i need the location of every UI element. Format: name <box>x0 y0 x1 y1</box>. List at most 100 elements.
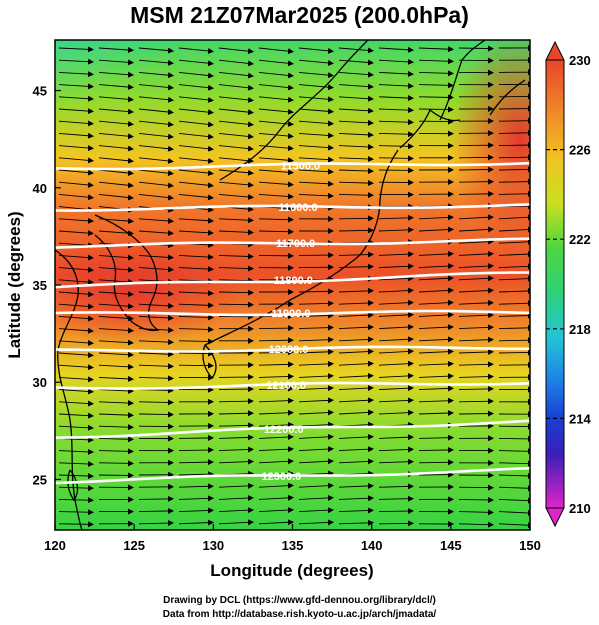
wind-vector <box>338 348 374 355</box>
wind-vector <box>58 424 94 431</box>
wind-vector <box>58 497 94 504</box>
wind-vector <box>258 325 294 332</box>
wind-vector <box>458 348 494 355</box>
wind-vector <box>178 84 214 91</box>
wind-vector <box>58 157 94 164</box>
wind-vector <box>98 120 134 127</box>
wind-vector <box>338 385 374 392</box>
wind-vector <box>58 460 94 467</box>
wind-vector <box>458 238 494 245</box>
wind-vector <box>298 385 334 392</box>
wind-vector <box>58 509 94 516</box>
wind-vector <box>98 412 134 419</box>
wind-vector <box>58 521 94 528</box>
wind-vector <box>298 324 334 331</box>
wind-vector <box>418 434 454 441</box>
wind-vector <box>58 254 94 261</box>
wind-vector <box>338 482 374 489</box>
wind-vector <box>298 168 334 175</box>
wind-vector <box>298 288 334 295</box>
wind-vector <box>418 226 454 233</box>
contour-label: 11600.0 <box>278 202 317 214</box>
wind-vector <box>138 290 174 297</box>
wind-vector <box>378 214 414 221</box>
wind-vector <box>58 412 94 419</box>
contour-label: 11500.0 <box>281 160 320 172</box>
wind-vector <box>338 446 374 453</box>
wind-vector <box>258 169 294 176</box>
wind-vector <box>418 82 454 89</box>
wind-vector <box>58 230 94 237</box>
colorbar: 230 226 222 218 214 210 <box>545 40 591 528</box>
wind-vector <box>98 47 134 54</box>
wind-vector <box>458 484 494 491</box>
y-tick-label: 40 <box>33 181 47 196</box>
wind-vector <box>58 327 94 334</box>
wind-vector <box>98 108 134 115</box>
colorbar-tick-label: 222 <box>569 232 591 247</box>
y-axis-label: Latitude (degrees) <box>5 211 24 358</box>
colorbar-tick-label: 230 <box>569 53 591 68</box>
wind-vector <box>98 71 134 78</box>
wind-vector <box>298 108 334 115</box>
wind-vector <box>98 132 134 140</box>
wind-vector <box>178 193 214 201</box>
wind-vector <box>258 84 294 91</box>
wind-vector <box>498 287 530 294</box>
wind-vector <box>178 253 214 260</box>
wind-vector <box>378 348 414 355</box>
x-tick-label: 130 <box>202 538 224 553</box>
wind-vector <box>178 495 214 502</box>
wind-vector <box>378 107 414 114</box>
wind-vector <box>378 458 414 465</box>
wind-vector <box>138 181 174 189</box>
wind-vector <box>378 287 414 294</box>
contour-label: 12300.0 <box>262 471 302 483</box>
wind-vector <box>378 82 414 89</box>
wind-vector <box>498 349 530 356</box>
wind-vector <box>258 482 294 489</box>
wind-vector <box>58 364 94 371</box>
colorbar-max-triangle <box>545 40 565 61</box>
wind-vector <box>178 157 214 164</box>
wind-vector <box>218 277 254 284</box>
wind-vector <box>418 46 454 53</box>
wind-vector <box>98 157 134 164</box>
x-axis-label: Longitude (degrees) <box>210 561 373 580</box>
wind-vector <box>138 47 174 54</box>
wind-vector <box>418 459 454 466</box>
wind-vector <box>418 106 454 113</box>
wind-vector <box>98 460 134 467</box>
wind-vector <box>378 70 414 77</box>
wind-vector <box>178 145 214 152</box>
wind-vector <box>298 71 334 79</box>
wind-vector <box>498 117 530 124</box>
wind-vector <box>58 485 94 492</box>
wind-vector <box>258 59 294 67</box>
wind-vector <box>58 181 94 188</box>
wind-vector <box>498 435 530 442</box>
wind-vector <box>298 276 334 283</box>
wind-vector <box>458 275 494 282</box>
wind-vector <box>138 132 174 140</box>
contour-label: 11800.0 <box>274 275 313 287</box>
contour-line <box>55 271 530 289</box>
wind-vector <box>178 132 214 140</box>
wind-vector <box>178 217 214 224</box>
wind-vector <box>58 46 94 53</box>
wind-vector <box>58 193 94 201</box>
wind-vector <box>58 145 94 152</box>
wind-vector <box>98 424 134 431</box>
wind-vector <box>218 289 254 296</box>
wind-vector <box>258 47 294 55</box>
wind-vector <box>338 519 374 526</box>
x-tick-label: 120 <box>44 538 66 553</box>
wind-vector <box>498 214 530 221</box>
wind-vector <box>418 299 454 306</box>
wind-vector <box>498 226 530 233</box>
wind-vector <box>98 387 134 394</box>
wind-vector <box>98 351 134 358</box>
wind-vector <box>258 157 294 164</box>
wind-vector <box>298 494 334 501</box>
wind-vector <box>298 47 334 54</box>
